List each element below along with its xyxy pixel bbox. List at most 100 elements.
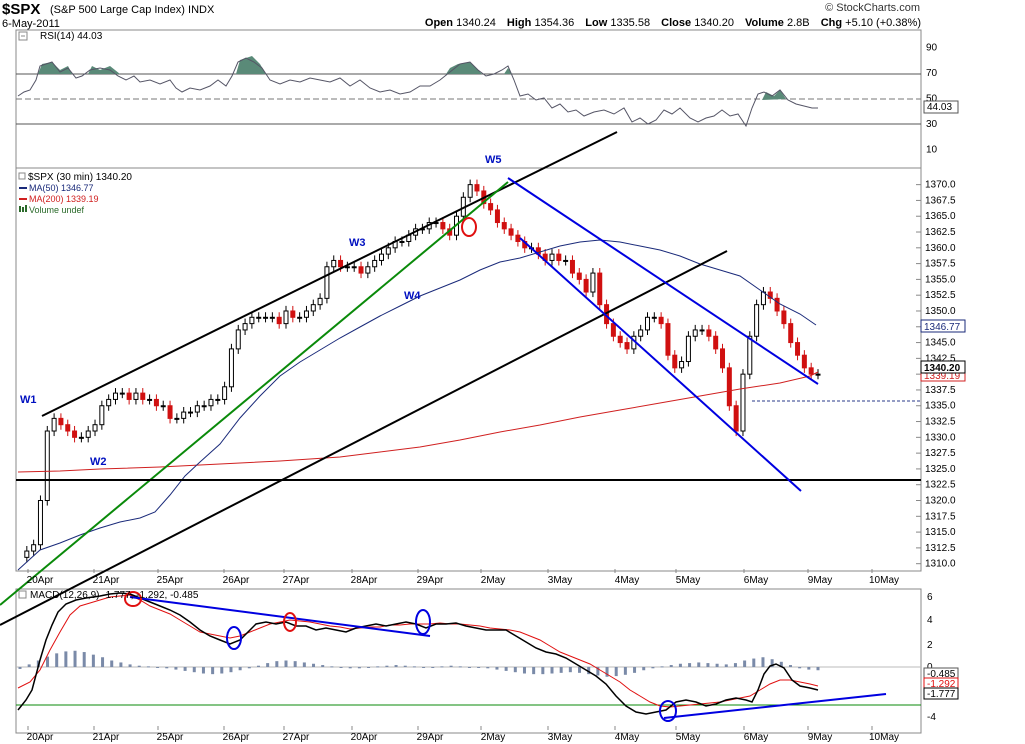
macd-tick-label: 4 xyxy=(927,615,933,626)
candle-body xyxy=(269,316,275,319)
macd-histogram-bar xyxy=(779,661,783,667)
low-label: Low xyxy=(585,17,608,29)
candle-body xyxy=(153,398,159,407)
rsi-axis: 90 70 50 30 10 xyxy=(926,43,938,156)
candle-body xyxy=(808,367,814,375)
legend-ma200: MA(200) 1339.19 xyxy=(29,194,99,204)
close-value: 1340.20 xyxy=(694,17,734,29)
candle-body xyxy=(99,405,105,426)
macd-histogram-bar xyxy=(605,667,609,677)
price-tick-label: 1357.5 xyxy=(925,259,956,270)
rsi-tick-label: 90 xyxy=(926,43,938,54)
low-value: 1335.58 xyxy=(610,17,651,29)
price-tick-label: 1335.0 xyxy=(925,401,956,412)
candle-body xyxy=(188,411,194,414)
candle-body xyxy=(72,430,78,438)
candle-body xyxy=(726,367,732,407)
macd-histogram-bar xyxy=(321,665,325,667)
price-settings-icon[interactable] xyxy=(18,172,26,180)
macd-histogram-bar xyxy=(192,667,196,673)
candle-body xyxy=(733,405,739,432)
candle-body xyxy=(358,266,364,274)
wave-label-w4: W4 xyxy=(404,290,421,302)
price-tick-label: 1367.5 xyxy=(925,195,956,206)
candle-body xyxy=(685,335,691,363)
candle-body xyxy=(126,392,132,400)
macd-histogram-bar xyxy=(807,667,811,670)
candle-body xyxy=(679,361,685,369)
candle-body xyxy=(92,424,98,432)
macd-histogram-bar xyxy=(449,665,453,667)
candle-body xyxy=(256,316,262,319)
candle-body xyxy=(31,544,37,552)
macd-histogram-bar xyxy=(266,663,270,667)
macd-histogram-bar xyxy=(101,657,105,667)
falling-channel-top xyxy=(507,177,819,385)
macd-histogram-bar xyxy=(642,667,646,671)
ma50-tag: 1346.77 xyxy=(920,319,966,333)
macd-histogram-bar xyxy=(752,658,756,667)
macd-histogram-bar xyxy=(137,665,141,667)
price-tick-label: 1327.5 xyxy=(925,448,956,459)
candle-body xyxy=(160,405,166,408)
change-label: Chg xyxy=(820,17,843,29)
wave-label-w5: W5 xyxy=(485,154,502,166)
candle-body xyxy=(801,354,807,369)
candle-body xyxy=(467,184,473,198)
price-tick-label: 1337.5 xyxy=(925,385,956,396)
macd-trend-line-top xyxy=(129,596,431,637)
macd-histogram-bar xyxy=(73,650,77,667)
candle-body xyxy=(440,222,446,230)
macd-histogram-bar xyxy=(146,666,150,668)
macd-histogram-bar xyxy=(156,667,160,668)
candle-body xyxy=(310,304,316,312)
date-label: 9May xyxy=(808,732,832,743)
macd-histogram-bar xyxy=(633,667,637,673)
date-label: 27Apr xyxy=(283,732,310,743)
legend-price: $SPX (30 min) 1340.20 xyxy=(28,172,132,183)
macd-hist-tag: -0.485 xyxy=(927,669,956,680)
candle-body xyxy=(44,430,50,502)
candle-body xyxy=(167,405,173,419)
macd-signal-line xyxy=(17,594,819,708)
macd-histogram-bar xyxy=(220,667,224,674)
candle-body xyxy=(672,354,678,369)
upper-channel-line xyxy=(41,131,618,417)
candle-body xyxy=(263,316,269,319)
rsi-value-tag-text: 44.03 xyxy=(927,102,952,113)
macd-histogram-bar xyxy=(27,664,31,667)
macd-histogram-bar xyxy=(651,667,655,669)
date-label: 5May xyxy=(676,732,700,743)
macd-histogram-bar xyxy=(256,665,260,667)
rsi-line xyxy=(17,57,818,128)
macd-line xyxy=(17,592,819,715)
candle-body xyxy=(147,398,153,401)
macd-signal-tag: -1.292 xyxy=(927,679,956,690)
macd-histogram-bar xyxy=(422,667,426,668)
open-label: Open xyxy=(424,17,454,29)
candle-body xyxy=(385,247,391,255)
candle-body xyxy=(78,436,84,439)
candle-body xyxy=(488,203,494,211)
rsi-value-tag: 44.03 xyxy=(923,100,959,114)
candle-body xyxy=(351,266,357,269)
high-label: High xyxy=(506,17,532,29)
candle-body xyxy=(706,329,712,337)
date-label: 10May xyxy=(869,575,899,586)
candle-body xyxy=(378,253,384,261)
ma200-line xyxy=(17,371,819,473)
macd-histogram-bar xyxy=(715,663,719,667)
macd-histogram-bar xyxy=(697,662,701,667)
macd-line-tag: -1.777 xyxy=(927,689,956,700)
macd-histogram-bar xyxy=(64,651,68,667)
date-label: 21Apr xyxy=(93,575,120,586)
candle-body xyxy=(665,323,671,356)
rsi-settings-icon[interactable] xyxy=(18,31,28,41)
macd-settings-icon[interactable] xyxy=(18,590,27,599)
price-axis: 1370.0 1367.5 1365.0 1362.5 1360.0 1357.5 1355… xyxy=(916,180,956,570)
candle-body xyxy=(692,329,698,337)
macd-histogram-bar xyxy=(91,654,95,667)
macd-histogram-bar xyxy=(412,666,416,668)
macd-histogram-bar xyxy=(559,667,563,673)
macd-histogram-bar xyxy=(733,663,737,667)
